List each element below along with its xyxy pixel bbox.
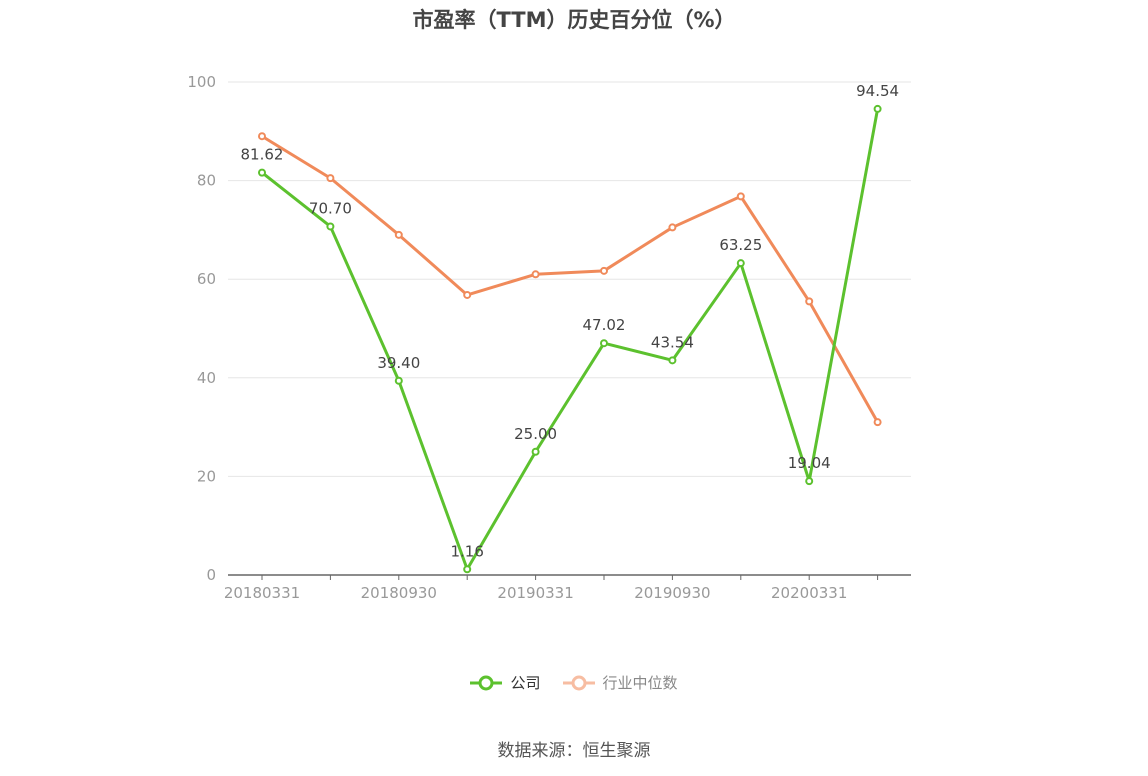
- line-chart: 0 20 40 60 80 100 20180331 20180930 20190331 2019…: [187, 73, 911, 602]
- y-tick-label: 20: [197, 467, 216, 485]
- data-point-0: [873, 104, 882, 113]
- chart-title: 市盈率（TTM）历史百分位（%）: [412, 8, 736, 32]
- data-point-1: [736, 192, 745, 201]
- data-point-0: [463, 565, 472, 574]
- data-label: 43.54: [651, 333, 694, 351]
- legend-label-company: 公司: [510, 674, 541, 692]
- y-tick-label: 100: [187, 73, 216, 91]
- x-tick-label: 20200331: [771, 584, 847, 602]
- legend-item-industry-median[interactable]: 行业中位数: [562, 672, 678, 693]
- data-label: 94.54: [856, 82, 899, 100]
- data-point-0: [394, 376, 403, 385]
- data-label: 19.04: [788, 454, 831, 472]
- data-point-0: [805, 477, 814, 486]
- y-tick-label: 80: [197, 172, 216, 190]
- data-label: 70.70: [309, 199, 352, 217]
- series-line-1: [261, 134, 879, 423]
- y-tick-label: 0: [206, 566, 216, 584]
- data-point-1: [873, 418, 882, 427]
- y-tick-label: 40: [197, 369, 216, 387]
- data-point-0: [668, 356, 677, 365]
- data-point-1: [258, 132, 266, 141]
- data-point-0: [736, 259, 745, 268]
- data-point-0: [326, 222, 335, 231]
- x-tick-label: 20180331: [224, 584, 300, 602]
- data-label: 63.25: [719, 236, 762, 254]
- y-tick-label: 60: [197, 270, 216, 288]
- x-tick-label: 20190930: [634, 584, 710, 602]
- data-source: 数据来源：恒生聚源: [497, 741, 651, 761]
- data-point-1: [463, 290, 472, 299]
- legend-item-company[interactable]: 公司: [470, 672, 541, 693]
- data-label: 81.62: [241, 146, 284, 164]
- data-label: 47.02: [583, 316, 626, 334]
- data-point-1: [531, 270, 540, 279]
- series-line-0: [261, 108, 880, 571]
- data-label: 1.16: [450, 542, 483, 560]
- data-label: 39.40: [377, 354, 420, 372]
- legend-company-marker-icon: [470, 675, 503, 690]
- data-point-1: [668, 223, 677, 232]
- data-point-1: [326, 174, 335, 183]
- legend-industry-marker-icon: [562, 675, 595, 690]
- x-tick-label: 20180930: [361, 584, 437, 602]
- data-point-0: [600, 339, 608, 348]
- data-point-1: [394, 230, 403, 239]
- data-label: 25.00: [514, 425, 557, 443]
- x-tick-label: 20190331: [497, 584, 573, 602]
- legend: 公司 行业中位数: [0, 672, 1148, 693]
- data-point-1: [600, 266, 608, 275]
- legend-label-industry-median: 行业中位数: [602, 674, 678, 692]
- data-point-1: [805, 297, 814, 306]
- data-point-0: [258, 168, 266, 177]
- data-point-0: [531, 447, 540, 456]
